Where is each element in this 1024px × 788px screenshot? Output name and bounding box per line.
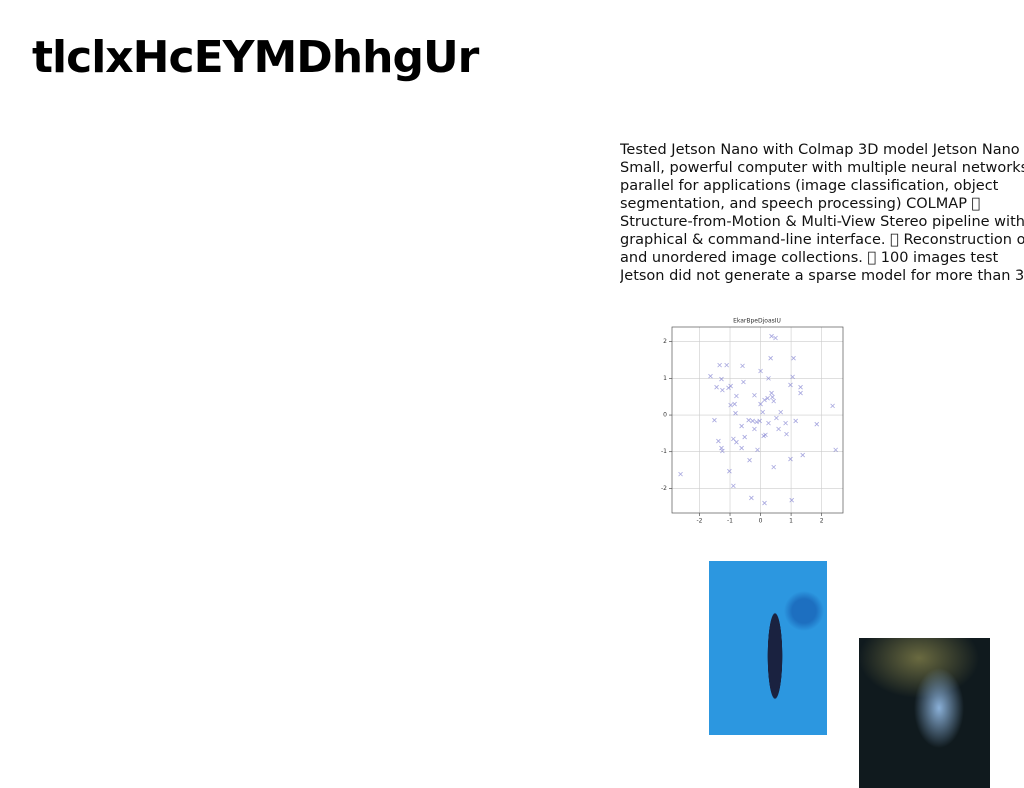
point bbox=[754, 419, 759, 425]
point bbox=[760, 409, 765, 415]
point bbox=[778, 409, 783, 415]
point bbox=[746, 417, 751, 423]
point bbox=[766, 376, 771, 381]
x-tick-label: 1 bbox=[789, 518, 793, 525]
point bbox=[750, 418, 755, 424]
y-tick-label: 1 bbox=[663, 375, 667, 382]
point bbox=[755, 447, 760, 453]
point bbox=[768, 355, 773, 361]
text-line: and unordered image collections.  100 i… bbox=[620, 250, 998, 266]
x-tick-label: -2 bbox=[696, 518, 702, 525]
point bbox=[741, 379, 746, 385]
point bbox=[728, 402, 733, 408]
x-tick-label: -1 bbox=[727, 518, 733, 525]
point bbox=[783, 420, 788, 426]
text-line: parallel for applications (image classif… bbox=[620, 178, 999, 194]
point bbox=[752, 392, 757, 398]
y-tick-label: 0 bbox=[663, 412, 667, 419]
point bbox=[789, 497, 794, 503]
point bbox=[758, 368, 763, 374]
point bbox=[716, 438, 721, 444]
point bbox=[798, 390, 803, 396]
y-tick-label: 2 bbox=[663, 338, 667, 345]
point bbox=[752, 426, 757, 432]
point bbox=[798, 384, 803, 390]
point bbox=[717, 362, 722, 368]
point bbox=[747, 457, 752, 463]
chart-title: EkarBpeDjoasIU bbox=[733, 318, 781, 325]
point bbox=[766, 420, 771, 426]
point bbox=[773, 335, 778, 341]
point bbox=[727, 468, 732, 474]
y-tick-label: -1 bbox=[661, 448, 667, 455]
point bbox=[734, 439, 739, 445]
point bbox=[788, 456, 793, 462]
point bbox=[784, 431, 789, 437]
point bbox=[830, 403, 835, 409]
point bbox=[733, 410, 738, 416]
point bbox=[728, 383, 733, 389]
point bbox=[790, 374, 795, 380]
point bbox=[765, 395, 770, 401]
point bbox=[771, 398, 776, 404]
point bbox=[678, 471, 683, 477]
point bbox=[712, 417, 717, 423]
point bbox=[762, 500, 767, 506]
point bbox=[770, 394, 775, 400]
slide-title: tlclxHcEYMDhhgUr bbox=[32, 32, 479, 83]
point bbox=[731, 483, 736, 489]
point bbox=[758, 401, 763, 407]
point bbox=[749, 495, 754, 501]
point bbox=[791, 355, 796, 361]
x-tick-label: 2 bbox=[820, 518, 824, 525]
point bbox=[788, 382, 793, 388]
point bbox=[833, 447, 838, 453]
body-text: Tested Jetson Nano with Colmap 3D model … bbox=[620, 141, 1024, 285]
point bbox=[720, 387, 725, 393]
point bbox=[724, 362, 729, 368]
text-line: segmentation, and speech processing) COL… bbox=[620, 196, 980, 212]
photo-swimmer bbox=[709, 561, 827, 735]
text-line: graphical & command-line interface.  Re… bbox=[620, 232, 1024, 248]
point bbox=[719, 445, 724, 451]
text-line: Jetson did not generate a sparse model f… bbox=[620, 268, 1024, 284]
point bbox=[771, 464, 776, 470]
point bbox=[739, 445, 744, 451]
point bbox=[719, 376, 724, 382]
point bbox=[734, 393, 739, 399]
point bbox=[800, 452, 805, 458]
x-tick-label: 0 bbox=[759, 518, 763, 525]
point bbox=[757, 418, 762, 424]
text-line: Small, powerful computer with multiple n… bbox=[620, 160, 1024, 176]
point bbox=[776, 426, 781, 432]
text-line: Structure-from-Motion & Multi-View Stere… bbox=[620, 214, 1024, 230]
point bbox=[740, 363, 745, 369]
point bbox=[762, 397, 767, 403]
point bbox=[769, 333, 774, 339]
plot-frame bbox=[671, 326, 844, 514]
point bbox=[814, 421, 820, 427]
point bbox=[769, 390, 774, 396]
point bbox=[732, 401, 737, 407]
point bbox=[708, 373, 713, 379]
photo-dark bbox=[859, 638, 990, 788]
point bbox=[793, 418, 798, 424]
text-line: Tested Jetson Nano with Colmap 3D model … bbox=[620, 142, 1020, 158]
point bbox=[739, 423, 744, 429]
point bbox=[714, 384, 719, 390]
point bbox=[763, 432, 768, 438]
y-tick-label: -2 bbox=[661, 485, 667, 492]
point bbox=[742, 434, 747, 440]
point bbox=[720, 448, 725, 454]
point bbox=[774, 415, 779, 421]
